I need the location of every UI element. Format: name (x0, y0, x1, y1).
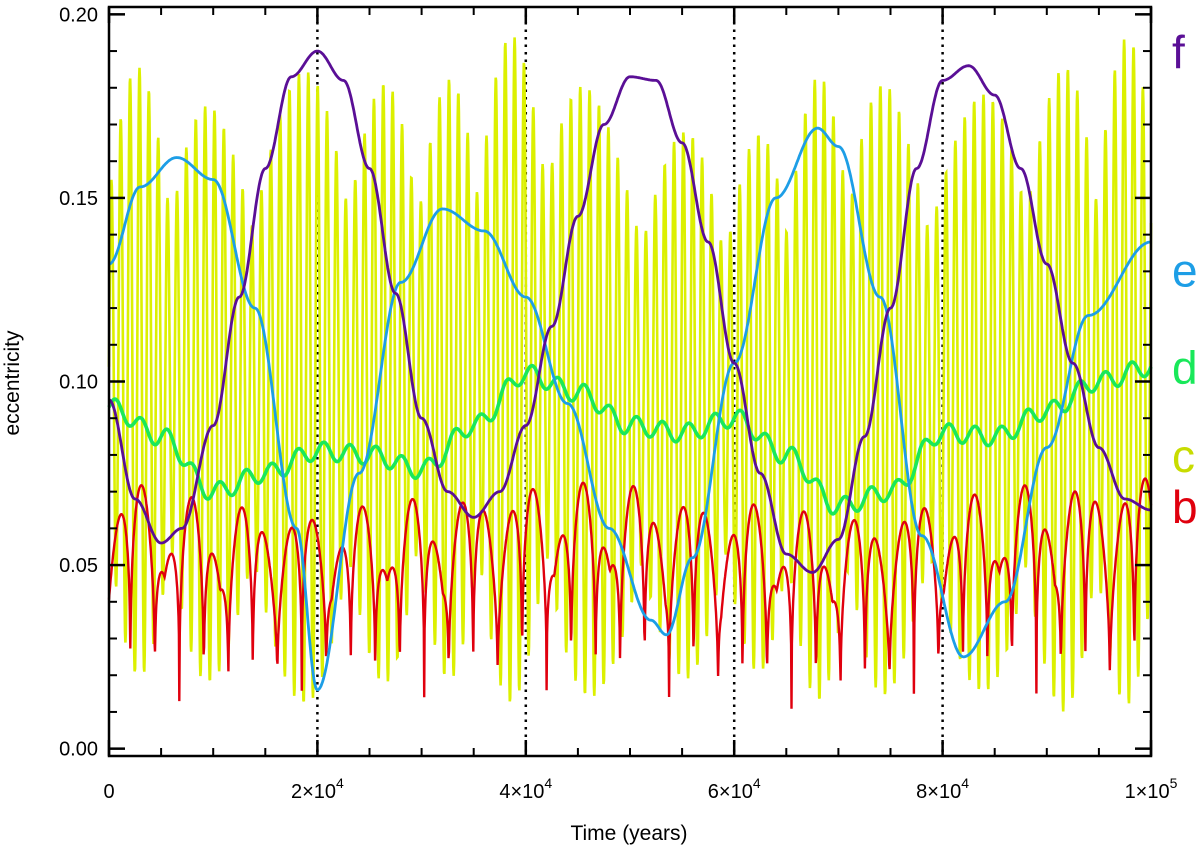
series-f-line (108, 49, 1152, 574)
x-tick-label-mantissa: 1×10 (1125, 781, 1170, 803)
x-tick-label-exponent: 4 (336, 775, 344, 791)
x-tick-label: 6×104 (708, 775, 761, 803)
tick-labels: 0 2×104 4×104 6×104 8×104 1×1050.000.050.100.… (59, 4, 1178, 803)
y-tick-label: 0.00 (59, 739, 98, 761)
axis-ticks (107, 7, 1153, 756)
y-tick-label: 0.05 (59, 555, 98, 577)
x-axis-label: Time (years) (570, 822, 687, 845)
y-tick-label: 0.20 (59, 4, 98, 26)
legend-label-c: c (1172, 430, 1195, 482)
x-tick-label: 4×104 (499, 775, 552, 803)
series-e (108, 126, 1152, 692)
series-layer (107, 37, 1153, 712)
x-tick-label-mantissa: 6×10 (708, 781, 753, 803)
x-tick-label-exponent: 5 (1170, 775, 1178, 791)
y-axis-label: eccentricity (1, 330, 24, 436)
y-tick-label: 0.15 (59, 188, 98, 210)
legend-label-e: e (1172, 244, 1198, 296)
series-c-line (107, 37, 1153, 712)
x-tick-label: 8×104 (916, 775, 969, 803)
x-tick-label-mantissa: 0 (103, 781, 114, 803)
series-b-line (107, 477, 1153, 709)
x-tick-label-mantissa: 8×10 (916, 781, 961, 803)
y-tick-label: 0.10 (59, 372, 98, 394)
dotted-guides (316, 7, 944, 756)
series-c (107, 37, 1153, 712)
x-tick-label: 2×104 (291, 775, 344, 803)
x-tick-label: 1×105 (1125, 775, 1178, 803)
legend-label-d: d (1172, 342, 1198, 394)
x-tick-label-mantissa: 4×10 (499, 781, 544, 803)
x-tick-label-exponent: 4 (961, 775, 969, 791)
x-tick-label-exponent: 4 (753, 775, 761, 791)
x-tick-label-exponent: 4 (544, 775, 552, 791)
x-tick-label: 0 (103, 781, 114, 803)
series-f (108, 49, 1152, 574)
x-tick-label-mantissa: 2×10 (291, 781, 336, 803)
series-e-line (108, 126, 1152, 692)
legend-label-f: f (1172, 26, 1185, 78)
series-b (107, 477, 1153, 709)
legend-label-b: b (1172, 481, 1198, 533)
